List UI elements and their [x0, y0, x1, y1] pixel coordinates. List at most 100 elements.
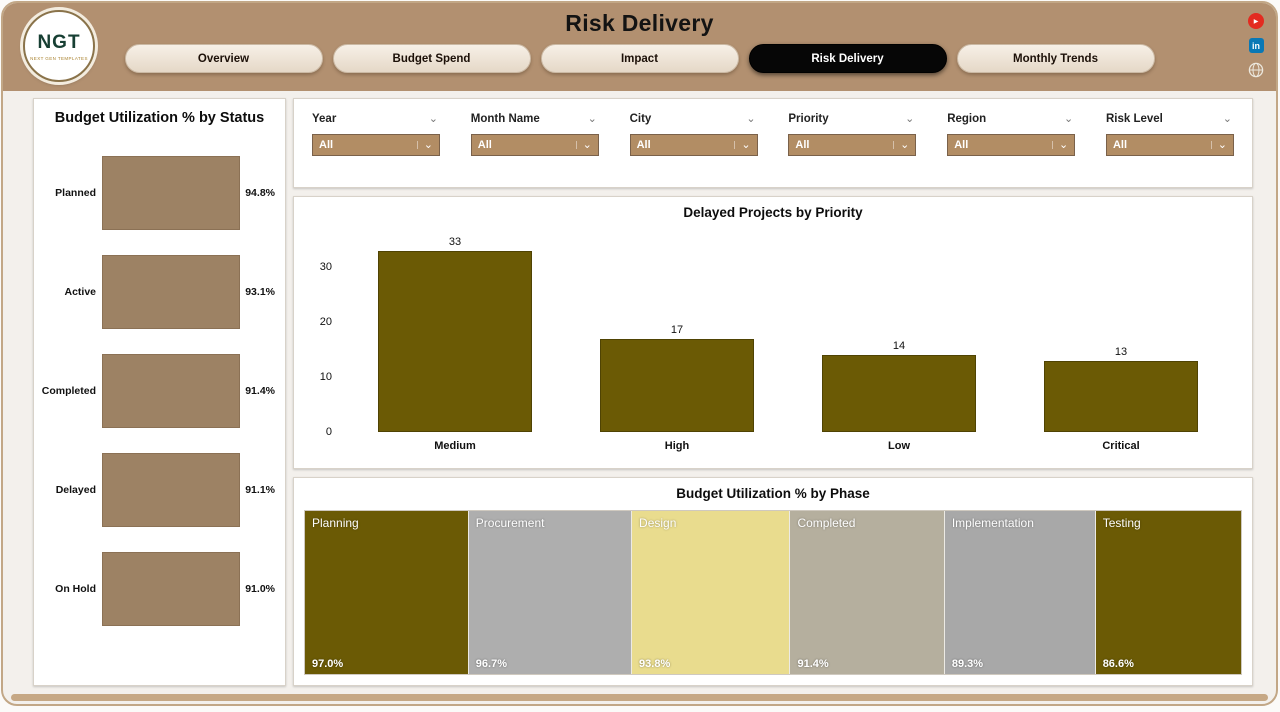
status-bars: Planned 94.8% Active 93.1% Completed 91.4% Del…	[34, 126, 285, 634]
chevron-down-icon[interactable]: ⌄	[893, 140, 909, 151]
filter-value: All	[636, 139, 651, 151]
tile-label: Procurement	[475, 516, 545, 530]
chevron-down-icon[interactable]: ⌄	[734, 140, 751, 151]
chevron-down-icon[interactable]: ⌄	[1051, 140, 1068, 151]
filter-value: All	[795, 139, 810, 151]
filter-label: Risk Level	[1105, 113, 1163, 125]
value-label: 17	[670, 323, 684, 336]
logo-text: NGT	[37, 31, 81, 53]
priority-chart-title: Delayed Projects by Priority	[683, 205, 863, 220]
bar-row: Delayed 91.1%	[40, 453, 275, 527]
header: NGT NEXT GEN TEMPLATES Risk Delivery Ove…	[3, 3, 1276, 91]
ngt-logo: NGT NEXT GEN TEMPLATES	[23, 10, 95, 82]
category-label: Delayed	[55, 484, 96, 496]
value-label: 91.4%	[245, 385, 275, 397]
value-label: 91.0%	[245, 583, 275, 595]
chevron-down-icon[interactable]: ⌄	[575, 140, 592, 151]
status-chart-panel: Budget Utilization % by Status Planned 94…	[33, 98, 286, 686]
nav-tabs: Overview Budget Spend Impact Risk Delivery M…	[3, 44, 1276, 73]
youtube-icon[interactable]: ▶	[1248, 13, 1264, 29]
tab-impact[interactable]: Impact	[540, 44, 739, 73]
treemap-tile-design[interactable]: Design 93.8%	[632, 511, 791, 674]
phase-chart-panel: Budget Utilization % by Phase Planning 97…	[293, 477, 1253, 686]
bar-row: Completed 91.4%	[40, 354, 275, 428]
filter-priority: Priority ⌄ All ⌄	[788, 113, 917, 156]
bar[interactable]	[599, 338, 755, 432]
linkedin-icon[interactable]: in	[1248, 38, 1264, 53]
bar-track: 93.1%	[102, 255, 275, 329]
tile-value: 86.6%	[1102, 658, 1134, 670]
tile-label: Implementation	[951, 516, 1034, 530]
filter-dropdown[interactable]: All ⌄	[1105, 134, 1234, 156]
bottom-strip	[11, 694, 1268, 701]
filter-header: Region ⌄	[947, 113, 1075, 134]
treemap-tile-planning[interactable]: Planning 97.0%	[305, 511, 469, 674]
filter-panel: Year ⌄ All ⌄ Month Name ⌄ All ⌄ City ⌄ All ⌄ Priorit…	[293, 98, 1253, 188]
phase-chart-title: Budget Utilization % by Phase	[676, 486, 870, 501]
treemap-tile-completed[interactable]: Completed 91.4%	[790, 511, 945, 674]
priority-chart-panel: Delayed Projects by Priority 0 10 20 30 33 1…	[293, 196, 1253, 469]
chevron-down-icon[interactable]: ⌄	[1222, 113, 1232, 125]
filter-header: Risk Level ⌄	[1106, 113, 1234, 134]
filter-dropdown[interactable]: All ⌄	[470, 134, 599, 156]
bar[interactable]	[102, 156, 241, 230]
filter-region: Region ⌄ All ⌄	[947, 113, 1076, 156]
bar-track: 94.8%	[102, 156, 275, 230]
bar[interactable]	[821, 355, 977, 432]
tab-budget-spend[interactable]: Budget Spend	[332, 44, 531, 73]
tab-overview[interactable]: Overview	[124, 44, 323, 73]
bar[interactable]	[102, 255, 241, 329]
category-label: Low	[888, 440, 910, 452]
filter-dropdown[interactable]: All ⌄	[629, 134, 758, 156]
tab-risk-delivery[interactable]: Risk Delivery	[748, 44, 947, 73]
filter-label: Priority	[788, 113, 829, 125]
filter-header: Priority ⌄	[788, 113, 916, 134]
filter-value: All	[954, 139, 969, 151]
status-chart-title: Budget Utilization % by Status	[54, 110, 265, 126]
y-tick-label: 30	[319, 261, 332, 274]
y-tick-label: 20	[319, 316, 332, 329]
bar-track: 91.1%	[102, 453, 275, 527]
chevron-down-icon[interactable]: ⌄	[428, 113, 438, 125]
treemap-tile-procurement[interactable]: Procurement 96.7%	[468, 511, 633, 674]
y-axis: 0 10 20 30	[310, 230, 336, 438]
filter-row: Year ⌄ All ⌄ Month Name ⌄ All ⌄ City ⌄ All ⌄ Priorit…	[294, 99, 1252, 156]
tab-monthly-trends[interactable]: Monthly Trends	[956, 44, 1155, 73]
filter-city: City ⌄ All ⌄	[629, 113, 758, 156]
bar[interactable]	[102, 552, 241, 626]
tile-value: 93.8%	[639, 658, 671, 670]
x-axis-labels: Medium High Low Critical	[344, 440, 1232, 452]
bar[interactable]	[102, 354, 241, 428]
tile-value: 91.4%	[797, 658, 829, 670]
filter-dropdown[interactable]: All ⌄	[947, 134, 1076, 156]
treemap-tile-implementation[interactable]: Implementation 89.3%	[944, 511, 1096, 674]
phase-treemap: Planning 97.0% Procurement 96.7% Design 93.8%…	[304, 510, 1242, 675]
column: 13	[1014, 230, 1229, 432]
tile-value: 96.7%	[475, 658, 507, 670]
filter-risk-level: Risk Level ⌄ All ⌄	[1105, 113, 1234, 156]
chevron-down-icon[interactable]: ⌄	[416, 140, 433, 151]
filter-dropdown[interactable]: All ⌄	[312, 134, 440, 156]
globe-icon[interactable]	[1248, 62, 1264, 78]
bar[interactable]	[102, 453, 241, 527]
filter-year: Year ⌄ All ⌄	[312, 113, 440, 156]
filter-header: Month Name ⌄	[471, 113, 599, 134]
tile-label: Testing	[1102, 516, 1141, 530]
filter-dropdown[interactable]: All ⌄	[788, 134, 917, 156]
chevron-down-icon[interactable]: ⌄	[1210, 140, 1227, 151]
chevron-down-icon[interactable]: ⌄	[905, 113, 915, 125]
category-label: Planned	[55, 187, 96, 199]
value-label: 91.1%	[245, 484, 275, 496]
filter-header: Year ⌄	[312, 113, 440, 134]
bar-row: Planned 94.8%	[40, 156, 275, 230]
bar[interactable]	[377, 250, 533, 432]
chevron-down-icon[interactable]: ⌄	[746, 113, 756, 125]
chevron-down-icon[interactable]: ⌄	[1063, 113, 1074, 125]
treemap-tile-testing[interactable]: Testing 86.6%	[1095, 511, 1242, 674]
category-label: Completed	[41, 385, 96, 397]
chevron-down-icon[interactable]: ⌄	[587, 113, 597, 125]
y-tick-label: 0	[325, 426, 332, 438]
filter-label: Month Name	[470, 113, 540, 125]
bar[interactable]	[1043, 360, 1199, 432]
